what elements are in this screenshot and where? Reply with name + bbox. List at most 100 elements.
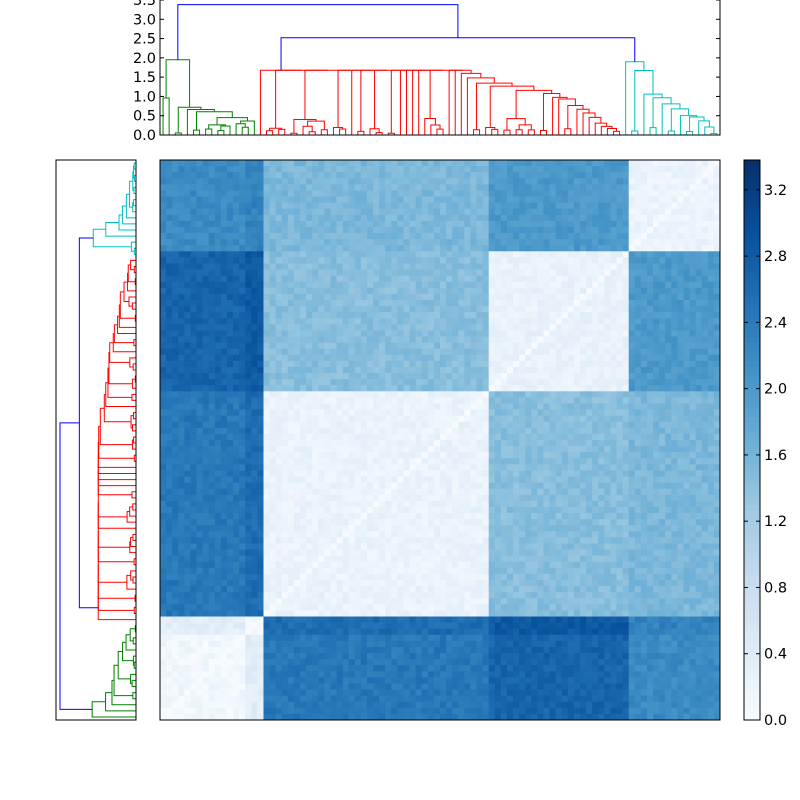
dendrogram-link	[126, 511, 136, 523]
heatmap-cell	[482, 184, 490, 191]
heatmap-cell	[659, 391, 666, 398]
heatmap-cell	[707, 287, 715, 295]
heatmap-cell	[683, 263, 690, 270]
heatmap-cell	[360, 470, 368, 477]
heatmap-cell	[172, 433, 179, 441]
heatmap-cell	[440, 275, 447, 283]
heatmap-cell	[421, 269, 429, 277]
heatmap-cell	[269, 245, 277, 252]
heatmap-cell	[701, 208, 709, 216]
heatmap-cell	[476, 330, 484, 337]
heatmap-cell	[330, 366, 337, 374]
heatmap-cell	[616, 421, 624, 429]
heatmap-cell	[701, 354, 709, 362]
heatmap-cell	[281, 440, 289, 447]
heatmap-cell	[421, 366, 429, 374]
heatmap-cell	[494, 300, 502, 307]
heatmap-cell	[245, 312, 252, 319]
heatmap-cell	[531, 385, 538, 392]
y-tick-label: 1.0	[133, 89, 156, 105]
heatmap-cell	[293, 287, 301, 295]
heatmap-cell	[470, 318, 477, 325]
heatmap-cell	[683, 403, 690, 410]
heatmap-cell	[519, 452, 526, 459]
heatmap-cell	[324, 324, 331, 331]
heatmap-cell	[549, 166, 557, 173]
heatmap-cell	[379, 403, 386, 410]
heatmap-cell	[476, 409, 484, 417]
heatmap-cell	[306, 336, 313, 344]
heatmap-cell	[653, 336, 660, 344]
heatmap-cell	[659, 348, 666, 356]
heatmap-cell	[573, 464, 581, 471]
heatmap-cell	[604, 202, 611, 210]
heatmap-cell	[293, 354, 301, 362]
heatmap-cell	[251, 214, 258, 222]
heatmap-cell	[275, 214, 283, 222]
heatmap-cell	[634, 366, 642, 374]
heatmap-cell	[263, 385, 270, 392]
heatmap-cell	[713, 226, 721, 234]
heatmap-cell	[415, 245, 423, 252]
heatmap-cell	[580, 415, 587, 423]
heatmap-cell	[214, 239, 222, 246]
heatmap-cell	[190, 239, 197, 246]
heatmap-cell	[245, 166, 252, 173]
heatmap-cell	[306, 251, 313, 258]
heatmap-cell	[257, 226, 264, 234]
heatmap-cell	[519, 397, 526, 404]
heatmap-cell	[226, 184, 234, 191]
heatmap-cell	[172, 306, 179, 313]
heatmap-cell	[300, 330, 307, 337]
heatmap-cell	[446, 421, 453, 429]
heatmap-cell	[214, 379, 222, 386]
heatmap-cell	[318, 202, 325, 210]
heatmap-cell	[531, 251, 538, 258]
heatmap-cell	[202, 300, 210, 307]
heatmap-cell	[397, 202, 404, 210]
heatmap-cell	[300, 208, 307, 216]
heatmap-cell	[385, 464, 392, 471]
heatmap-cell	[665, 275, 672, 283]
heatmap-cell	[373, 306, 380, 313]
heatmap-cell	[354, 433, 362, 441]
heatmap-cell	[653, 391, 660, 398]
heatmap-cell	[470, 470, 477, 477]
heatmap-cell	[306, 178, 313, 185]
heatmap-cell	[440, 233, 447, 240]
heatmap-cell	[543, 233, 550, 240]
heatmap-cell	[452, 427, 459, 435]
dendrogram-link	[117, 651, 131, 680]
heatmap-cell	[208, 397, 216, 404]
heatmap-cell	[500, 470, 508, 477]
heatmap-cell	[616, 318, 624, 325]
heatmap-cell	[707, 312, 715, 319]
heatmap-cell	[580, 397, 587, 404]
heatmap-cell	[653, 166, 660, 173]
heatmap-cell	[464, 464, 471, 471]
heatmap-cell	[592, 184, 599, 191]
heatmap-cell	[580, 318, 587, 325]
heatmap-cell	[312, 409, 319, 417]
heatmap-cell	[464, 446, 471, 453]
heatmap-cell	[458, 184, 465, 191]
heatmap-cell	[640, 464, 648, 471]
heatmap-cell	[336, 330, 344, 337]
heatmap-cell	[403, 275, 410, 283]
heatmap-cell	[604, 415, 611, 423]
heatmap-cell	[646, 226, 654, 234]
heatmap-cell	[293, 324, 301, 331]
heatmap-cell	[537, 458, 544, 465]
heatmap-cell	[677, 245, 684, 252]
dendrogram-link	[374, 69, 400, 129]
heatmap-cell	[695, 433, 703, 441]
heatmap-cell	[202, 440, 210, 447]
heatmap-cell	[397, 263, 404, 270]
heatmap-cell	[312, 318, 319, 325]
heatmap-cell	[452, 172, 459, 179]
heatmap-cell	[458, 379, 465, 386]
heatmap-cell	[415, 281, 423, 289]
heatmap-cell	[287, 318, 295, 325]
heatmap-cell	[482, 391, 490, 398]
heatmap-cell	[555, 446, 563, 453]
